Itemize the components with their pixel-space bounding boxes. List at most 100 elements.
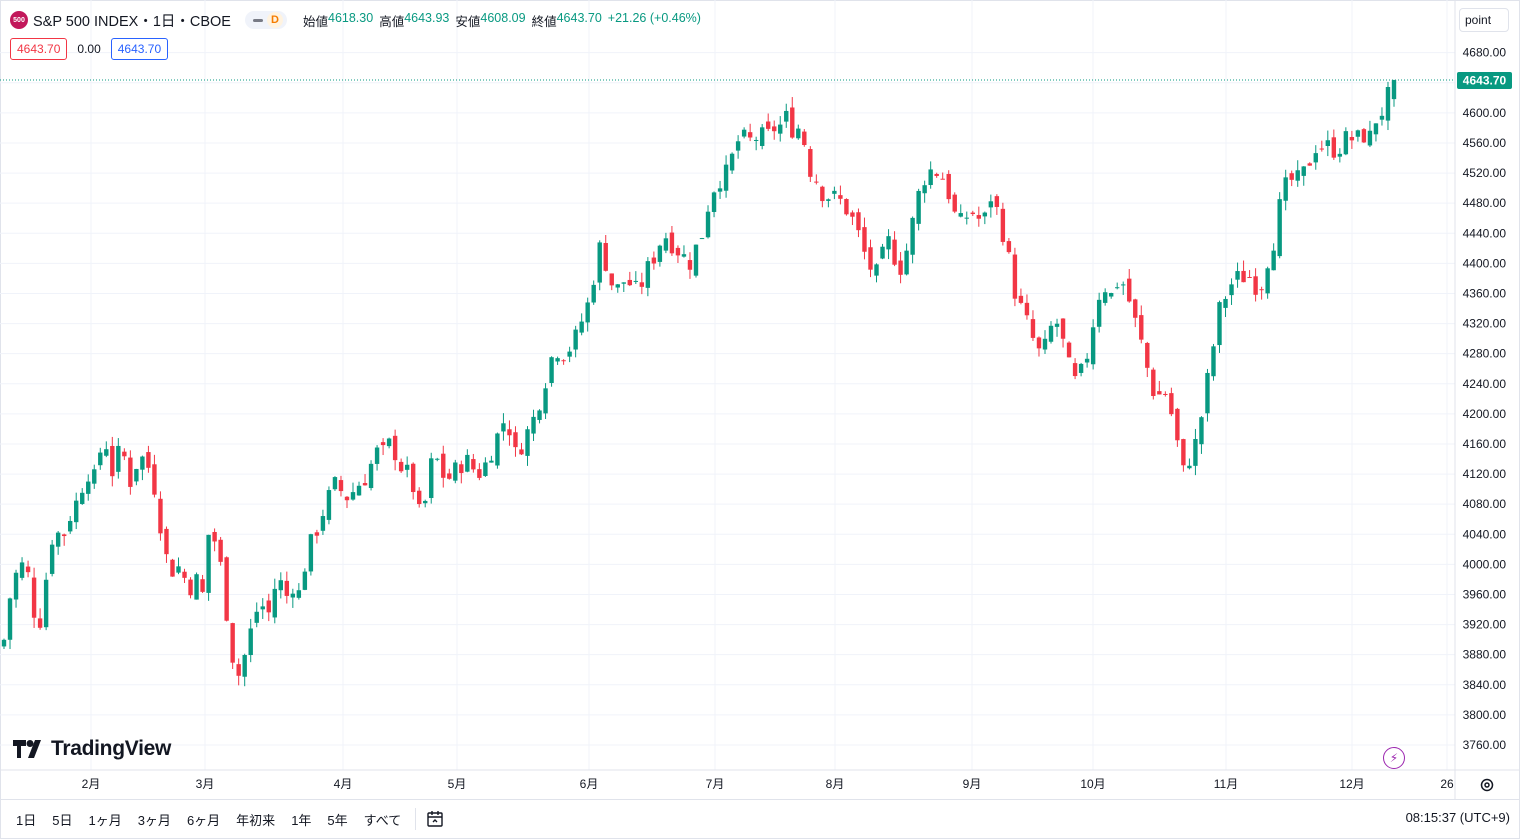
y-tick-label: 4400.00 [1463,256,1507,270]
y-tick-label: 4240.00 [1463,377,1507,391]
lightning-icon[interactable]: ⚡ [1383,747,1405,769]
candle-body [964,217,969,219]
indicator-value-left[interactable]: 4643.70 [10,38,68,60]
candle-body [1373,123,1379,135]
candle-body [609,273,614,286]
x-tick-label: 2月 [82,777,101,791]
candle-body [922,185,927,194]
range-5d[interactable]: 5日 [52,812,73,828]
range-3m[interactable]: 3ヶ月 [137,812,171,828]
candle-body [784,110,789,122]
candle-body [699,238,705,240]
candle-body [248,628,253,656]
candle-body [55,532,61,547]
scale-mode-button[interactable]: point [1459,8,1509,32]
range-1y[interactable]: 1年 [291,812,312,828]
tradingview-logo[interactable]: TradingView [13,737,171,761]
candle-body [790,107,795,138]
candle-body [898,260,903,275]
candle-body [453,462,458,481]
settings-gear-icon[interactable] [1478,776,1496,794]
candle-body [164,528,169,555]
candle-body [465,454,470,472]
candle-body [543,388,548,414]
y-tick-label: 4080.00 [1463,497,1507,511]
candle-body [260,606,265,610]
candle-body [741,129,747,137]
candle-body [1096,299,1102,327]
candle-body [386,438,392,447]
clock[interactable]: 08:15:37 (UTC+9) [1405,810,1510,825]
candle-body [1247,277,1252,279]
candle-body [525,429,530,456]
candle-body [43,579,49,628]
candle-body [1331,137,1337,158]
candle-body [832,190,837,194]
indicator-value-right[interactable]: 4643.70 [110,38,169,60]
candle-body [711,192,717,212]
candle-body [92,469,97,484]
candle-body [194,574,199,600]
candle-body [579,321,584,333]
brand-name: TradingView [51,737,172,760]
candle-body [19,562,25,578]
candle-body [862,227,867,252]
candle-body [519,449,524,455]
symbol-logo-icon: 500 [10,11,28,29]
y-tick-label: 4320.00 [1463,317,1507,331]
symbol-title[interactable]: S&P 500 INDEX・1日・CBOE [33,13,231,30]
candle-body [170,559,175,577]
candle-body [1361,129,1367,143]
candle-body [501,423,506,432]
candle-body [326,490,332,520]
candle-body [1349,137,1355,141]
range-5y[interactable]: 5年 [327,812,348,828]
candle-body [627,279,633,286]
candle-body [1271,250,1276,271]
candle-body [1295,170,1300,181]
candle-body [254,611,259,623]
candle-body [344,496,350,501]
price-chart[interactable]: 4680.004640.004600.004560.004520.004480.… [0,0,1520,799]
candle-body [669,232,675,254]
candle-body [802,131,807,146]
range-1m[interactable]: 1ヶ月 [88,812,122,828]
candle-body [122,451,127,457]
candle-body [459,464,464,474]
candle-body [796,128,801,139]
candle-body [338,480,344,492]
candle-body [1235,271,1240,280]
x-tick-label: 8月 [826,777,845,791]
candle-body [61,534,67,537]
candle-body [380,442,386,446]
candle-body [1205,372,1210,414]
candle-body [242,655,247,677]
candle-body [1193,439,1198,466]
candle-body [874,264,879,276]
candle-body [471,459,476,470]
calendar-goto-icon[interactable] [424,808,446,830]
range-1d[interactable]: 1日 [16,812,37,828]
candle-body [982,212,988,217]
y-tick-label: 3920.00 [1463,618,1507,632]
candle-body [1042,338,1048,350]
candle-body [152,464,157,495]
candle-body [1253,276,1258,295]
candle-body [1018,295,1024,303]
candle-body [188,579,193,596]
interval-pill[interactable]: D [244,11,287,29]
range-ytd[interactable]: 年初来 [236,812,276,828]
y-tick-label: 3840.00 [1463,678,1507,692]
candle-body [1066,342,1072,358]
candle-body [1259,289,1264,291]
candle-body [573,329,578,350]
range-6m[interactable]: 6ヶ月 [186,812,221,828]
candle-body [116,445,121,472]
candle-body [657,245,663,262]
candle-body [314,532,320,536]
candle-body [1283,177,1288,201]
change-value: +21.26 (+0.46%) [607,10,701,25]
range-all[interactable]: すべて [363,812,402,828]
candle-body [98,452,103,466]
candle-body [200,579,205,592]
